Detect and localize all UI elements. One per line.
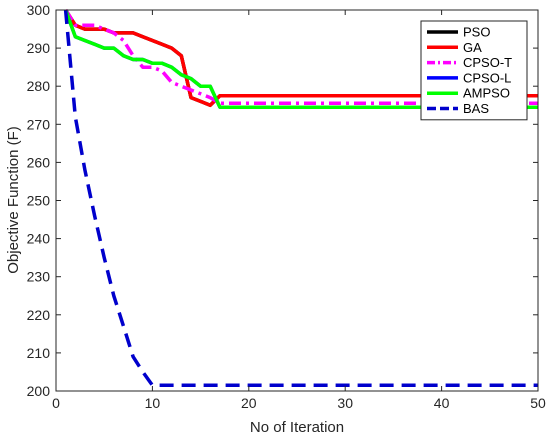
- y-tick-label: 260: [27, 154, 51, 170]
- x-axis-label: No of Iteration: [250, 419, 344, 436]
- legend-box: [420, 20, 528, 121]
- y-tick-label: 270: [27, 116, 51, 132]
- y-tick-label: 240: [27, 231, 51, 247]
- series-layer: [63, 9, 538, 388]
- series-line-cpso-t: [64, 9, 538, 106]
- legend-label: CPSO-T: [463, 55, 512, 70]
- series-line-bas: [63, 9, 538, 388]
- y-tick-label: 200: [27, 383, 51, 399]
- y-tick-label: 230: [27, 269, 51, 285]
- y-axis-label: Objective Function (F): [5, 126, 22, 274]
- y-tick-label: 290: [27, 40, 51, 56]
- legend-label: BAS: [463, 101, 489, 116]
- x-tick-label: 10: [145, 395, 161, 411]
- y-tick-label: 210: [27, 345, 51, 361]
- legend-label: CPSO-L: [463, 70, 511, 85]
- x-tick-label: 50: [530, 395, 546, 411]
- y-axis-ticks: 200 210 220 230 240 250 260 270 280 290 300: [27, 2, 538, 399]
- legend-label: PSO: [463, 25, 490, 40]
- legend-label: AMPSO: [463, 86, 510, 101]
- y-tick-label: 250: [27, 193, 51, 209]
- y-tick-label: 220: [27, 307, 51, 323]
- x-tick-label: 40: [434, 395, 450, 411]
- y-tick-label: 280: [27, 78, 51, 94]
- x-axis-ticks: 0 10 20 30 40 50: [52, 10, 546, 411]
- series-line-ampso: [63, 9, 538, 109]
- legend-label: GA: [463, 40, 482, 55]
- x-tick-label: 20: [241, 395, 257, 411]
- x-tick-label: 0: [52, 395, 60, 411]
- series-line-ga: [64, 9, 538, 108]
- y-tick-label: 300: [27, 2, 51, 18]
- x-tick-label: 30: [337, 395, 353, 411]
